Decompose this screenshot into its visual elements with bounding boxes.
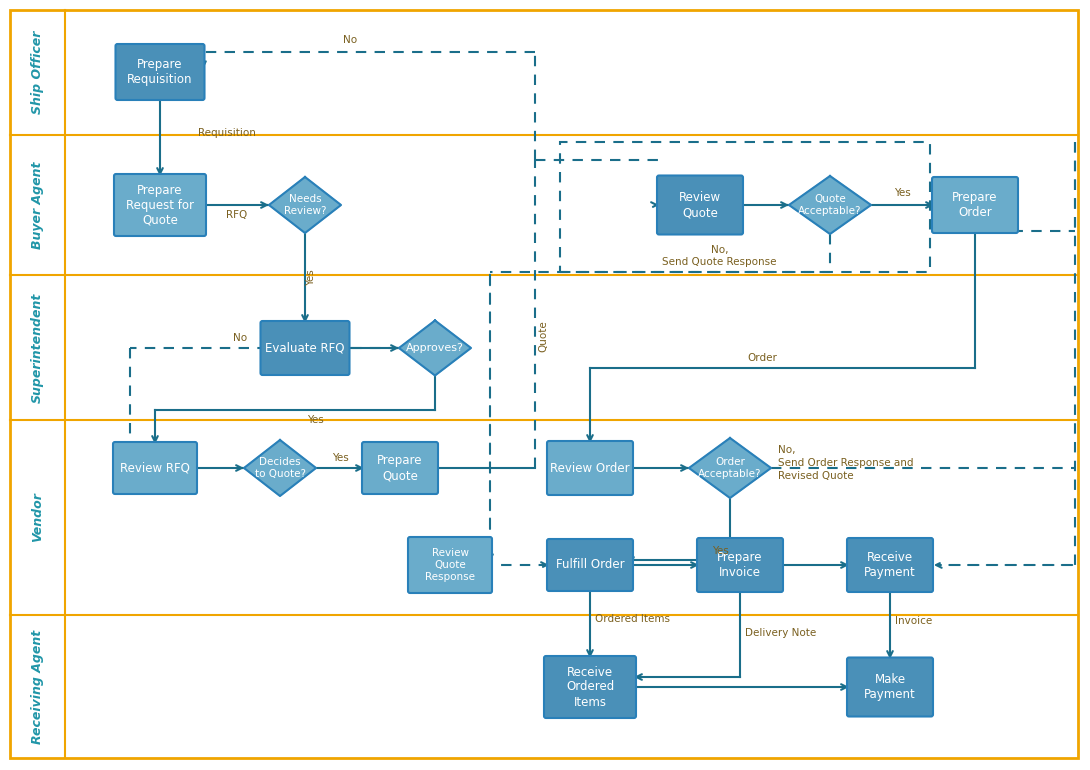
Text: Receive
Ordered
Items: Receive Ordered Items (566, 665, 614, 708)
Text: Decides
to Quote?: Decides to Quote? (254, 457, 305, 479)
Text: Review
Quote: Review Quote (679, 191, 722, 219)
Text: Prepare
Quote: Prepare Quote (377, 454, 423, 482)
Text: Ship Officer: Ship Officer (31, 31, 44, 114)
Polygon shape (689, 438, 771, 498)
Text: Order: Order (748, 353, 777, 363)
FancyBboxPatch shape (114, 174, 206, 236)
Text: Buyer Agent: Buyer Agent (31, 161, 44, 249)
Text: Vendor: Vendor (31, 493, 44, 542)
Text: Prepare
Invoice: Prepare Invoice (717, 551, 763, 579)
Text: Order
Acceptable?: Order Acceptable? (699, 457, 762, 479)
Text: Approves?: Approves? (407, 343, 464, 353)
Text: Make
Payment: Make Payment (864, 673, 916, 701)
Text: Evaluate RFQ: Evaluate RFQ (265, 342, 344, 354)
Text: Quote
Acceptable?: Quote Acceptable? (798, 194, 862, 216)
Text: No,: No, (778, 445, 796, 455)
Text: Yes: Yes (306, 270, 316, 286)
Polygon shape (269, 177, 341, 233)
FancyBboxPatch shape (261, 321, 350, 375)
FancyBboxPatch shape (847, 658, 933, 717)
Text: Prepare
Requisition: Prepare Requisition (128, 58, 193, 86)
Text: Yes: Yes (306, 415, 324, 425)
Text: Yes: Yes (331, 453, 349, 463)
FancyBboxPatch shape (408, 537, 492, 593)
FancyBboxPatch shape (657, 176, 743, 235)
Text: Review Order: Review Order (550, 461, 630, 474)
Text: Fulfill Order: Fulfill Order (556, 558, 625, 571)
Text: Needs
Review?: Needs Review? (283, 194, 326, 216)
Text: Review RFQ: Review RFQ (120, 461, 190, 474)
Text: Send Order Response and: Send Order Response and (778, 458, 913, 468)
FancyBboxPatch shape (697, 538, 783, 592)
Text: Prepare
Order: Prepare Order (953, 191, 997, 219)
Polygon shape (399, 320, 471, 376)
Text: Review
Quote
Response: Review Quote Response (425, 548, 475, 581)
FancyBboxPatch shape (847, 538, 933, 592)
Text: RFQ: RFQ (226, 210, 247, 220)
Polygon shape (244, 440, 316, 496)
Polygon shape (789, 176, 871, 234)
Text: Prepare
Request for
Quote: Prepare Request for Quote (126, 183, 194, 226)
Text: Superintendent: Superintendent (31, 293, 44, 403)
Text: Requisition: Requisition (198, 128, 256, 138)
FancyBboxPatch shape (547, 441, 633, 495)
FancyBboxPatch shape (116, 44, 205, 100)
Text: Receive
Payment: Receive Payment (864, 551, 916, 579)
Text: Delivery Note: Delivery Note (744, 628, 816, 638)
Text: Revised Quote: Revised Quote (778, 471, 853, 481)
Text: No: No (233, 333, 247, 343)
Text: Receiving Agent: Receiving Agent (31, 629, 44, 744)
FancyBboxPatch shape (932, 177, 1018, 233)
Text: Yes: Yes (712, 546, 728, 556)
Text: Quote: Quote (538, 320, 548, 353)
Text: Invoice: Invoice (895, 617, 932, 627)
Text: Yes: Yes (894, 188, 911, 198)
FancyBboxPatch shape (113, 442, 197, 494)
FancyBboxPatch shape (544, 656, 635, 718)
Text: No,
Send Quote Response: No, Send Quote Response (662, 245, 776, 266)
FancyBboxPatch shape (547, 539, 633, 591)
Text: No: No (343, 35, 358, 45)
Text: Ordered Items: Ordered Items (595, 614, 670, 624)
FancyBboxPatch shape (362, 442, 438, 494)
